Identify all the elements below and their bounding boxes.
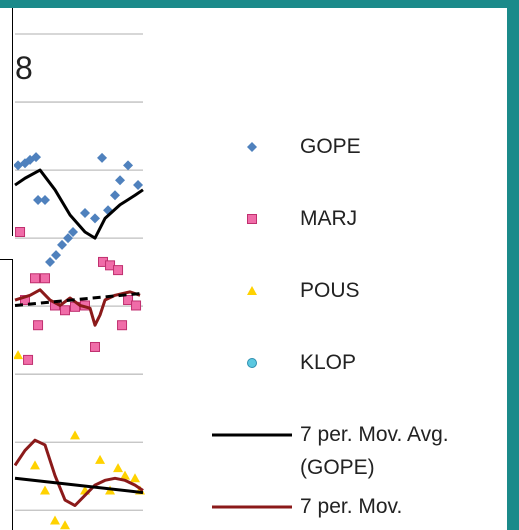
marker-diamond	[247, 142, 257, 152]
marker-triangle	[130, 473, 140, 483]
legend-label: GOPE	[300, 135, 361, 158]
legend-label: MARJ	[300, 207, 358, 230]
legend	[212, 142, 292, 509]
marker-diamond	[51, 250, 62, 261]
marker-diamond	[40, 195, 50, 206]
marker-square	[60, 305, 70, 316]
plot-area	[14, 152, 145, 530]
marker-square	[90, 341, 100, 352]
line-series	[14, 438, 144, 508]
marker-diamond	[133, 180, 144, 191]
window-top-border	[0, 0, 519, 8]
marker-square	[131, 300, 142, 311]
chart-title: 8	[15, 50, 33, 86]
marker-square	[247, 214, 257, 224]
marker-triangle	[14, 350, 24, 360]
marker-square	[33, 320, 44, 331]
marker-triangle	[50, 515, 60, 525]
marker-diamond	[115, 175, 126, 186]
marker-square	[15, 227, 26, 238]
marker-diamond	[57, 239, 68, 250]
window-right-border	[507, 0, 519, 530]
marker-diamond	[14, 160, 24, 171]
marker-square	[30, 273, 40, 284]
marker-diamond	[31, 152, 42, 163]
line-series	[14, 168, 144, 240]
legend-label: KLOP	[300, 351, 357, 374]
marker-triangle	[70, 430, 80, 440]
marker-diamond	[123, 160, 134, 171]
marker-diamond	[68, 227, 78, 238]
line-series	[14, 291, 144, 307]
marker-triangle	[60, 520, 70, 530]
legend-label: POUS	[300, 279, 360, 302]
marker-triangle	[30, 460, 40, 470]
marker-diamond	[90, 213, 100, 224]
legend-label: 7 per. Mov.	[300, 495, 403, 518]
marker-square	[40, 273, 50, 284]
marker-diamond	[33, 195, 44, 206]
marker-diamond	[45, 256, 56, 267]
marker-circle	[247, 358, 257, 368]
marker-diamond	[110, 190, 120, 201]
marker-square	[123, 295, 134, 306]
marker-triangle	[113, 463, 124, 473]
marker-square	[113, 265, 124, 276]
marker-triangle	[120, 470, 130, 480]
marker-square	[23, 354, 34, 365]
marker-triangle	[247, 286, 257, 295]
legend-label: 7 per. Mov. Avg. (GOPE)	[300, 423, 449, 479]
marker-triangle	[95, 454, 106, 464]
marker-triangle	[40, 485, 50, 495]
marker-diamond	[80, 207, 90, 218]
marker-square	[117, 320, 128, 331]
line-series	[14, 476, 144, 495]
marker-diamond	[97, 152, 108, 163]
marker-diamond	[63, 233, 74, 244]
